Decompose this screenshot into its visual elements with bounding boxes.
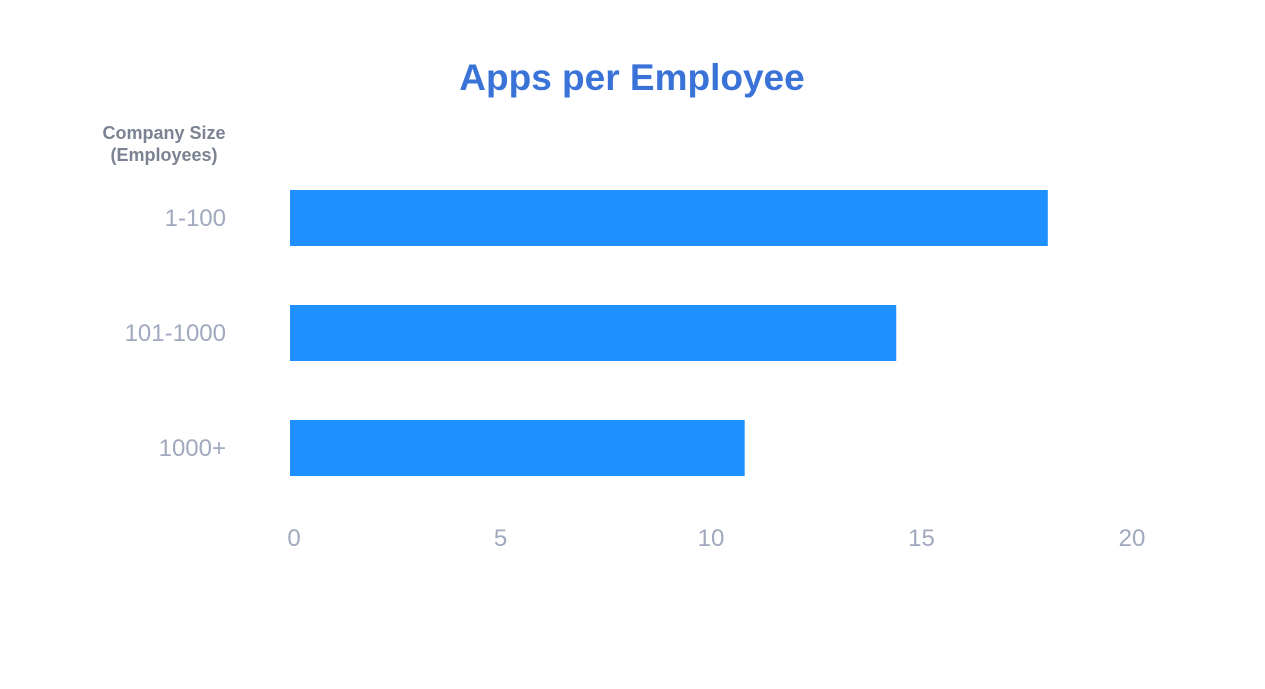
category-label-1-100: 1-100 <box>165 205 226 232</box>
category-label-1000+: 1000+ <box>159 435 226 462</box>
bar-1000+ <box>290 420 745 476</box>
bar-101-1000 <box>290 305 897 361</box>
x-tick-label-15: 15 <box>908 525 935 552</box>
category-labels: 1-100 101-1000 1000+ <box>125 205 226 462</box>
x-axis-ticks: 0 5 10 15 20 <box>287 525 1145 552</box>
x-tick-label-0: 0 <box>287 525 300 552</box>
x-tick-label-20: 20 <box>1119 525 1146 552</box>
bars <box>290 190 1048 476</box>
chart-title: Apps per Employee <box>459 57 804 98</box>
y-axis-title-line-1: Company Size <box>102 123 225 143</box>
bar-1-100 <box>290 190 1048 246</box>
x-tick-label-10: 10 <box>698 525 725 552</box>
x-tick-label-5: 5 <box>494 525 507 552</box>
y-axis-title-line-2: (Employees) <box>110 145 217 165</box>
category-label-101-1000: 101-1000 <box>125 320 226 347</box>
